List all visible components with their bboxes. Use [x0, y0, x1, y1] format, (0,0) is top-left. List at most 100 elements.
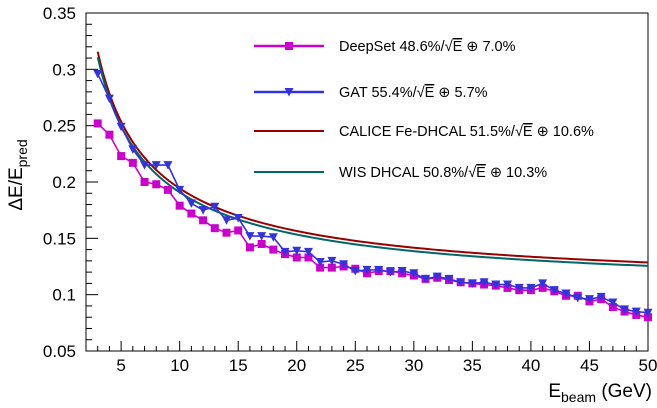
series-curve-2	[96, 51, 649, 264]
point-marker	[608, 298, 618, 308]
point-marker	[128, 158, 137, 167]
point-marker	[93, 119, 102, 128]
point-marker	[199, 216, 208, 225]
point-marker	[140, 161, 150, 170]
y-axis-title-main: ΔE/E	[6, 167, 27, 210]
point-marker	[280, 247, 290, 257]
point-marker	[222, 228, 231, 237]
point-marker	[234, 226, 243, 235]
legend-label: CALICE Fe-DHCAL 51.5%/√E ⊕ 10.6%	[339, 124, 594, 140]
point-marker	[116, 122, 126, 132]
point-marker	[432, 272, 442, 282]
point-marker	[526, 283, 536, 293]
point-marker	[140, 178, 149, 186]
legend-label-root: E	[453, 39, 463, 55]
point-marker	[163, 161, 173, 170]
point-marker	[409, 269, 419, 278]
x-tick-label: 25	[346, 356, 365, 375]
point-marker	[421, 274, 431, 284]
point-marker	[128, 145, 138, 154]
x-tick-label: 15	[229, 356, 248, 375]
point-marker	[491, 280, 501, 290]
point-marker	[257, 239, 266, 248]
point-marker	[233, 214, 243, 223]
point-marker	[350, 267, 360, 276]
point-marker	[608, 303, 617, 312]
point-marker-legend	[284, 88, 294, 97]
y-axis-title: ΔE/Epred	[6, 139, 30, 210]
point-marker	[362, 265, 372, 275]
point-marker	[561, 289, 571, 299]
x-tick-label: 20	[287, 356, 306, 375]
legend-label: GAT 55.4%/√E ⊕ 5.7%	[339, 85, 488, 101]
legend-label: WIS DHCAL 50.8%/√E ⊕ 10.3%	[339, 165, 547, 181]
series-line	[96, 51, 649, 264]
point-marker	[163, 185, 172, 194]
x-tick-label: 50	[639, 356, 657, 375]
x-tick-label: 10	[170, 356, 189, 375]
legend-entry-0: DeepSet 48.6%/√E ⊕ 7.0%	[254, 39, 516, 55]
point-marker	[269, 245, 278, 254]
point-marker	[268, 233, 278, 242]
x-tick-label: 5	[116, 356, 125, 375]
point-marker	[175, 201, 184, 210]
point-marker	[573, 294, 583, 303]
legend-label-prefix: DeepSet 48.6%/√	[339, 39, 453, 55]
point-marker	[117, 152, 126, 161]
legend-label-suffix: ⊕ 10.3%	[486, 165, 547, 181]
point-marker	[303, 247, 313, 257]
x-axis-title: Ebeam (GeV)	[548, 381, 652, 405]
point-marker	[538, 279, 548, 288]
legend-label-prefix: WIS DHCAL 50.8%/√	[339, 165, 476, 181]
y-tick-label: 0.15	[43, 229, 76, 248]
legend-label-root: E	[476, 165, 486, 181]
legend-entry-2: CALICE Fe-DHCAL 51.5%/√E ⊕ 10.6%	[254, 124, 594, 140]
point-marker	[374, 265, 384, 275]
point-marker	[631, 307, 641, 317]
point-marker	[514, 283, 524, 293]
point-marker	[643, 308, 653, 318]
point-marker	[186, 199, 196, 208]
point-marker	[620, 305, 630, 314]
point-marker	[245, 243, 254, 252]
y-tick-label: 0.3	[52, 60, 76, 79]
point-marker	[187, 209, 196, 218]
point-marker	[538, 283, 547, 292]
point-marker	[257, 232, 267, 241]
legend-label-root: E	[523, 124, 533, 140]
point-marker	[456, 278, 466, 287]
x-axis-title-suffix: (GeV)	[596, 381, 652, 402]
legend-label-root: E	[425, 85, 435, 101]
point-marker	[175, 185, 185, 195]
point-marker	[316, 263, 325, 272]
point-marker	[292, 246, 302, 256]
point-marker	[152, 180, 161, 189]
series-layer	[93, 51, 653, 322]
series-curve-3	[96, 56, 649, 267]
point-marker	[503, 280, 512, 290]
legend-entry-1: GAT 55.4%/√E ⊕ 5.7%	[254, 85, 488, 101]
point-marker	[210, 202, 220, 212]
legend-label-prefix: GAT 55.4%/√	[339, 85, 425, 101]
y-tick-label: 0.1	[52, 286, 76, 305]
y-tick-label: 0.2	[52, 173, 76, 192]
axes: 5 10 15 20 25 30 35 40 45 50 0.05 0.1 0.15 0.2 0.25 0.3…	[43, 4, 657, 375]
point-marker	[198, 206, 208, 215]
x-tick-label: 35	[463, 356, 482, 375]
point-marker	[467, 279, 477, 288]
x-tick-label: 30	[404, 356, 423, 375]
legend-label-suffix: ⊕ 5.7%	[434, 85, 487, 101]
point-marker	[339, 260, 349, 269]
point-marker	[104, 94, 114, 104]
x-tick-label: 45	[580, 356, 599, 375]
point-marker	[644, 313, 652, 322]
legend-entry-3: WIS DHCAL 50.8%/√E ⊕ 10.3%	[254, 165, 547, 181]
point-marker	[292, 253, 301, 262]
point-marker-legend	[285, 42, 293, 50]
legend: DeepSet 48.6%/√E ⊕ 7.0%GAT 55.4%/√E ⊕ 5.…	[254, 39, 594, 181]
point-marker	[549, 286, 559, 295]
point-marker	[315, 257, 325, 267]
series-line	[97, 122, 649, 318]
point-marker	[304, 253, 313, 262]
